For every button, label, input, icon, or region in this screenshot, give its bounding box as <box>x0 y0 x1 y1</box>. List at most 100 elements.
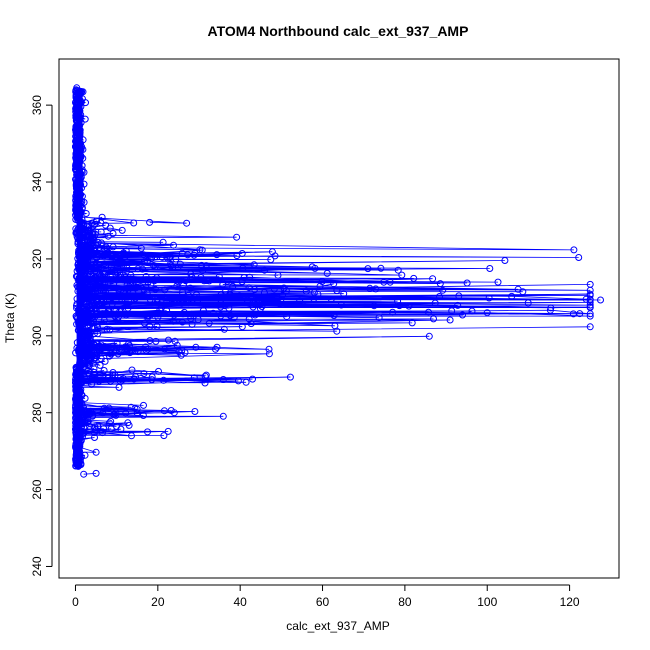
data-point <box>448 307 456 315</box>
data-point <box>75 372 83 380</box>
data-point <box>79 283 87 290</box>
data-point <box>92 261 99 269</box>
data-point <box>92 297 100 305</box>
data-point <box>73 96 81 104</box>
data-point <box>196 246 204 254</box>
data-point <box>586 312 594 320</box>
data-point <box>73 84 81 92</box>
data-point <box>94 422 102 430</box>
series-line <box>74 410 224 420</box>
data-point <box>586 310 594 318</box>
series-line <box>76 283 591 293</box>
data-point <box>81 115 89 123</box>
data-point <box>75 348 83 356</box>
data-point <box>238 250 246 257</box>
data-point <box>175 348 183 355</box>
data-point <box>142 347 150 355</box>
data-point <box>128 366 136 374</box>
data-point <box>130 219 138 227</box>
data-point <box>144 345 152 353</box>
data-point <box>170 409 178 417</box>
data-point <box>81 300 89 308</box>
data-point <box>99 429 106 437</box>
data-point <box>370 302 378 310</box>
data-point <box>436 280 444 288</box>
data-point <box>239 264 247 272</box>
y-tick-label: 260 <box>30 479 44 499</box>
data-point <box>75 448 83 456</box>
data-point <box>100 245 108 253</box>
data-point <box>121 343 129 351</box>
data-point <box>84 328 92 336</box>
data-point <box>191 249 199 257</box>
data-point <box>179 310 187 318</box>
data-point <box>170 311 178 319</box>
data-point <box>81 264 89 272</box>
data-point <box>174 278 182 285</box>
data-point <box>155 367 162 375</box>
data-point <box>582 295 590 303</box>
data-point <box>88 380 95 388</box>
data-point <box>81 241 89 249</box>
data-point <box>106 352 113 360</box>
data-point <box>286 373 294 381</box>
data-point <box>117 272 125 280</box>
data-point <box>78 408 86 416</box>
data-point <box>257 297 265 305</box>
data-point <box>394 266 402 274</box>
data-point <box>485 294 493 302</box>
data-point <box>153 274 161 282</box>
data-point <box>242 378 250 386</box>
data-point <box>139 265 146 273</box>
data-point <box>277 297 285 305</box>
data-point <box>160 376 168 384</box>
data-point <box>280 284 288 292</box>
data-point <box>283 313 291 321</box>
data-point <box>105 419 113 427</box>
data-point <box>81 292 89 300</box>
data-point <box>79 416 87 424</box>
data-point <box>109 243 117 251</box>
data-point <box>494 278 502 286</box>
data-point <box>144 428 151 436</box>
data-point <box>219 412 227 420</box>
data-point <box>148 376 156 384</box>
data-point <box>310 289 318 297</box>
data-point <box>524 299 532 307</box>
data-point <box>74 193 82 201</box>
data-point <box>570 246 578 254</box>
data-point <box>114 350 122 358</box>
data-point <box>110 411 118 419</box>
data-point <box>76 186 84 194</box>
data-point <box>160 407 168 415</box>
data-point <box>100 425 108 433</box>
data-point <box>236 292 243 300</box>
data-point <box>483 309 491 317</box>
data-point <box>192 343 200 351</box>
data-point <box>76 140 84 148</box>
data-point <box>73 455 81 463</box>
data-point <box>151 253 159 261</box>
series-line <box>83 473 97 475</box>
data-point <box>163 254 171 262</box>
data-point <box>79 364 87 372</box>
data-point <box>75 190 82 198</box>
data-point <box>75 282 83 290</box>
data-point <box>107 350 115 358</box>
data-point <box>296 297 304 305</box>
data-point <box>99 409 107 417</box>
data-point <box>158 253 166 261</box>
data-point <box>89 222 97 230</box>
data-point <box>140 258 148 266</box>
data-point <box>260 289 268 297</box>
data-point <box>123 281 131 289</box>
data-point <box>153 295 161 303</box>
data-point <box>109 342 116 350</box>
data-point <box>156 306 164 314</box>
data-point <box>88 277 96 285</box>
data-point <box>73 171 81 179</box>
data-point <box>178 318 186 326</box>
data-point <box>80 276 88 284</box>
x-axis-label: calc_ext_937_AMP <box>286 619 389 633</box>
